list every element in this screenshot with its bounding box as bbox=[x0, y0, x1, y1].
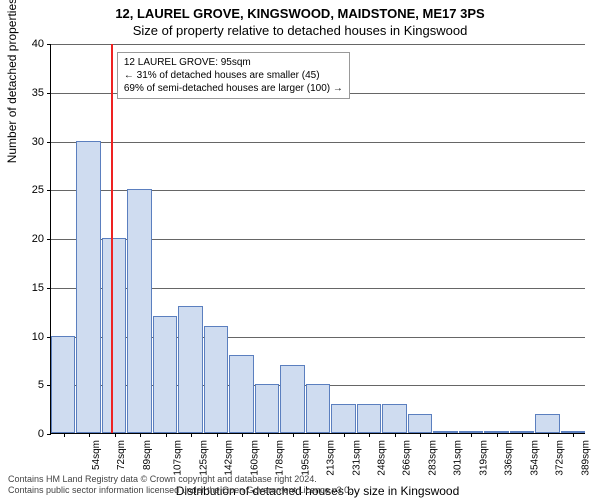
histogram-bar bbox=[51, 336, 75, 434]
footer-attribution: Contains HM Land Registry data © Crown c… bbox=[8, 474, 352, 496]
footer-line-1: Contains HM Land Registry data © Crown c… bbox=[8, 474, 352, 485]
y-tick-mark bbox=[47, 44, 51, 45]
x-tick-mark bbox=[344, 433, 345, 437]
histogram-bar bbox=[153, 316, 177, 433]
x-tick-label: 266sqm bbox=[402, 440, 413, 476]
x-tick-mark bbox=[446, 433, 447, 437]
x-tick-label: 231sqm bbox=[351, 440, 362, 476]
x-tick-label: 54sqm bbox=[91, 440, 102, 470]
page-subtitle: Size of property relative to detached ho… bbox=[0, 21, 600, 42]
x-tick-mark bbox=[497, 433, 498, 437]
histogram-chart: 54sqm72sqm89sqm107sqm125sqm142sqm160sqm1… bbox=[50, 44, 585, 434]
y-tick-mark bbox=[47, 93, 51, 94]
y-tick-label: 40 bbox=[14, 38, 44, 50]
y-tick-label: 20 bbox=[14, 233, 44, 245]
y-tick-mark bbox=[47, 142, 51, 143]
histogram-bar bbox=[331, 404, 355, 433]
x-tick-label: 283sqm bbox=[428, 440, 439, 476]
x-tick-mark bbox=[268, 433, 269, 437]
y-tick-label: 35 bbox=[14, 87, 44, 99]
histogram-bar bbox=[255, 384, 279, 433]
x-tick-label: 125sqm bbox=[198, 440, 209, 476]
histogram-bar bbox=[102, 238, 126, 433]
y-tick-label: 0 bbox=[14, 428, 44, 440]
x-tick-label: 336sqm bbox=[504, 440, 515, 476]
x-tick-mark bbox=[191, 433, 192, 437]
histogram-bar bbox=[178, 306, 202, 433]
x-tick-mark bbox=[522, 433, 523, 437]
grid-line bbox=[51, 44, 585, 45]
x-tick-label: 213sqm bbox=[326, 440, 337, 476]
histogram-bar bbox=[408, 414, 432, 434]
histogram-bar bbox=[127, 189, 151, 433]
x-tick-mark bbox=[548, 433, 549, 437]
histogram-bar bbox=[280, 365, 304, 433]
histogram-bar bbox=[204, 326, 228, 433]
y-tick-label: 30 bbox=[14, 136, 44, 148]
x-tick-mark bbox=[573, 433, 574, 437]
x-tick-label: 195sqm bbox=[300, 440, 311, 476]
histogram-bar bbox=[357, 404, 381, 433]
page-title: 12, LAUREL GROVE, KINGSWOOD, MAIDSTONE, … bbox=[0, 0, 600, 21]
x-tick-mark bbox=[369, 433, 370, 437]
y-tick-mark bbox=[47, 434, 51, 435]
x-tick-mark bbox=[64, 433, 65, 437]
x-tick-label: 354sqm bbox=[529, 440, 540, 476]
x-tick-mark bbox=[140, 433, 141, 437]
x-tick-label: 372sqm bbox=[555, 440, 566, 476]
x-tick-mark bbox=[217, 433, 218, 437]
histogram-bar bbox=[382, 404, 406, 433]
y-tick-mark bbox=[47, 288, 51, 289]
x-tick-mark bbox=[471, 433, 472, 437]
x-tick-mark bbox=[242, 433, 243, 437]
grid-line bbox=[51, 142, 585, 143]
x-tick-label: 89sqm bbox=[142, 440, 153, 470]
annotation-box: 12 LAUREL GROVE: 95sqm← 31% of detached … bbox=[117, 52, 350, 99]
histogram-bar bbox=[229, 355, 253, 433]
histogram-bar bbox=[535, 414, 559, 434]
y-tick-label: 25 bbox=[14, 184, 44, 196]
histogram-bar bbox=[306, 384, 330, 433]
plot-area: 54sqm72sqm89sqm107sqm125sqm142sqm160sqm1… bbox=[50, 44, 585, 434]
x-tick-label: 178sqm bbox=[275, 440, 286, 476]
y-tick-mark bbox=[47, 239, 51, 240]
x-tick-mark bbox=[166, 433, 167, 437]
x-tick-label: 72sqm bbox=[116, 440, 127, 470]
x-tick-label: 107sqm bbox=[173, 440, 184, 476]
histogram-bar bbox=[76, 141, 100, 434]
x-tick-label: 142sqm bbox=[224, 440, 235, 476]
x-tick-mark bbox=[395, 433, 396, 437]
y-tick-mark bbox=[47, 190, 51, 191]
x-tick-label: 160sqm bbox=[249, 440, 260, 476]
property-marker-line bbox=[111, 44, 113, 433]
y-tick-label: 15 bbox=[14, 282, 44, 294]
x-tick-mark bbox=[319, 433, 320, 437]
x-tick-mark bbox=[420, 433, 421, 437]
x-tick-label: 301sqm bbox=[453, 440, 464, 476]
x-tick-label: 248sqm bbox=[377, 440, 388, 476]
y-tick-label: 10 bbox=[14, 331, 44, 343]
x-tick-mark bbox=[115, 433, 116, 437]
x-tick-mark bbox=[293, 433, 294, 437]
annotation-line-3: 69% of semi-detached houses are larger (… bbox=[124, 82, 343, 95]
x-tick-mark bbox=[89, 433, 90, 437]
annotation-line-2: ← 31% of detached houses are smaller (45… bbox=[124, 69, 343, 82]
x-tick-label: 319sqm bbox=[478, 440, 489, 476]
annotation-line-1: 12 LAUREL GROVE: 95sqm bbox=[124, 56, 343, 69]
footer-line-2: Contains public sector information licen… bbox=[8, 485, 352, 496]
y-tick-label: 5 bbox=[14, 379, 44, 391]
x-tick-label: 389sqm bbox=[580, 440, 591, 476]
